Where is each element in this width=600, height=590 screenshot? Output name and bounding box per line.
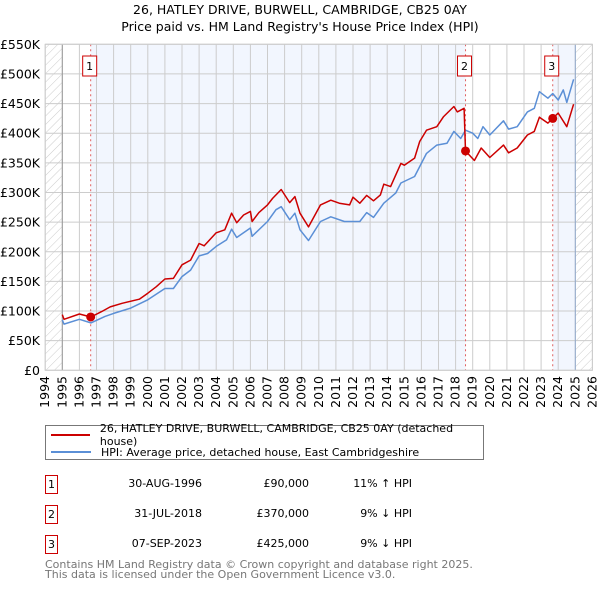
- x-tick-label: 2009: [294, 376, 309, 408]
- transaction-hpi-diff: 11% ↑ HPI: [353, 477, 412, 490]
- transaction-price: £90,000: [263, 477, 310, 490]
- x-tick-label: 2018: [448, 376, 463, 408]
- plot-border: [44, 43, 593, 371]
- x-tick-label: 2019: [465, 376, 480, 408]
- x-tick-label: 2007: [260, 376, 275, 408]
- shaded-period: [90, 44, 466, 371]
- y-tick-label: £0: [24, 363, 40, 378]
- legend-label-property: 26, HATLEY DRIVE, BURWELL, CAMBRIDGE, CB…: [99, 422, 454, 448]
- sale-label-box: [82, 55, 98, 77]
- property-series-line: [61, 103, 575, 321]
- sale-point: [548, 113, 558, 123]
- x-tick-label: 2024: [550, 376, 565, 408]
- y-tick-label: £150K: [0, 274, 41, 289]
- chart-title: 26, HATLEY DRIVE, BURWELL, CAMBRIDGE, CB…: [133, 2, 467, 17]
- x-tick-label: 2001: [157, 376, 172, 408]
- x-tick-label: 2022: [516, 376, 531, 408]
- y-tick-label: £350K: [0, 155, 41, 170]
- legend-swatch-blue: [51, 451, 91, 453]
- x-tick-label: 2020: [482, 376, 497, 408]
- x-tick-label: 2012: [345, 376, 360, 408]
- x-tick-label: 2025: [567, 376, 582, 408]
- x-tick-label: 2008: [277, 376, 292, 408]
- x-tick-label: 2003: [191, 376, 206, 408]
- hpi-series-line: [61, 79, 575, 325]
- transaction-row: 2 31-JUL-2018 £370,000 9% ↓ HPI: [45, 505, 445, 525]
- transaction-row: 3 07-SEP-2023 £425,000 9% ↓ HPI: [45, 535, 445, 555]
- hatched-region: [575, 44, 593, 371]
- x-tick-label: 2015: [396, 376, 411, 408]
- y-tick-label: £450K: [0, 96, 41, 111]
- y-tick-label: £50K: [8, 333, 41, 348]
- x-tick-label: 2010: [311, 376, 326, 408]
- transaction-price: £370,000: [256, 507, 310, 520]
- x-tick-label: 1997: [89, 376, 104, 408]
- x-tick-label: 1994: [37, 376, 52, 408]
- sale-label-number: 3: [548, 60, 555, 73]
- x-tick-label: 1995: [54, 376, 69, 408]
- sale-label-number: 1: [86, 60, 93, 73]
- x-tick-label: 2006: [242, 376, 257, 408]
- transaction-row: 1 30-AUG-1996 £90,000 11% ↑ HPI: [45, 475, 445, 495]
- hatched-region: [45, 44, 63, 371]
- x-tick-label: 2023: [533, 376, 548, 408]
- y-tick-label: £500K: [0, 66, 41, 81]
- legend-item-property: 26, HATLEY DRIVE, BURWELL, CAMBRIDGE, CB…: [51, 422, 483, 448]
- x-tick-label: 2011: [328, 376, 343, 408]
- x-tick-label: 2014: [379, 376, 394, 408]
- y-tick-label: £550K: [0, 37, 41, 52]
- x-tick-label: 1999: [123, 376, 138, 408]
- x-tick-label: 2002: [174, 376, 189, 408]
- sale-label-number: 2: [461, 60, 468, 73]
- transaction-number: 1: [45, 475, 58, 494]
- x-tick-label: 2000: [140, 376, 155, 408]
- sale-label-box: [457, 55, 473, 77]
- price-chart: 26, HATLEY DRIVE, BURWELL, CAMBRIDGE, CB…: [0, 2, 599, 408]
- y-tick-label: £250K: [0, 215, 41, 230]
- x-tick-label: 2026: [584, 376, 599, 408]
- footer-copyright: Contains HM Land Registry data © Crown c…: [45, 558, 473, 571]
- sale-point: [461, 146, 471, 156]
- transaction-date: 31-JUL-2018: [134, 507, 202, 520]
- footer-licence: This data is licensed under the Open Gov…: [45, 568, 396, 581]
- sale-point: [86, 312, 96, 322]
- x-tick-label: 2021: [499, 376, 514, 408]
- legend-label-hpi: HPI: Average price, detached house, East…: [101, 445, 420, 459]
- transaction-date: 07-SEP-2023: [131, 537, 202, 550]
- x-tick-label: 2017: [431, 376, 446, 408]
- transaction-price: £425,000: [256, 537, 310, 550]
- transaction-number: 3: [45, 535, 58, 554]
- y-tick-label: £400K: [0, 126, 41, 141]
- chart-subtitle: Price paid vs. HM Land Registry's House …: [121, 19, 478, 34]
- x-tick-label: 2004: [208, 376, 223, 408]
- x-tick-label: 1996: [71, 376, 86, 408]
- sale-label-box: [544, 55, 560, 77]
- transaction-hpi-diff: 9% ↓ HPI: [360, 537, 412, 550]
- legend-item-hpi: HPI: Average price, detached house, East…: [51, 444, 419, 460]
- legend-swatch-red: [51, 434, 90, 436]
- transaction-hpi-diff: 9% ↓ HPI: [360, 507, 412, 520]
- x-tick-label: 2016: [413, 376, 428, 408]
- transaction-number: 2: [45, 505, 58, 524]
- footer: Contains HM Land Registry data © Crown c…: [45, 558, 473, 581]
- chart-legend: 26, HATLEY DRIVE, BURWELL, CAMBRIDGE, CB…: [45, 422, 484, 460]
- x-tick-label: 1998: [106, 376, 121, 408]
- transaction-date: 30-AUG-1996: [128, 477, 202, 490]
- y-tick-label: £200K: [0, 244, 41, 259]
- y-tick-label: £300K: [0, 185, 41, 200]
- y-tick-label: £100K: [0, 304, 41, 319]
- x-tick-label: 2005: [225, 376, 240, 408]
- x-tick-label: 2013: [362, 376, 377, 408]
